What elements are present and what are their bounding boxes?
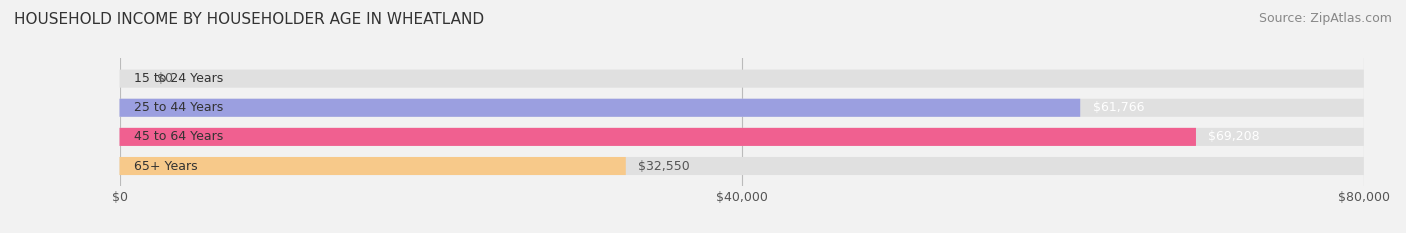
- Text: $61,766: $61,766: [1092, 101, 1144, 114]
- FancyBboxPatch shape: [120, 128, 1364, 146]
- Text: Source: ZipAtlas.com: Source: ZipAtlas.com: [1258, 12, 1392, 25]
- Text: 45 to 64 Years: 45 to 64 Years: [135, 130, 224, 143]
- Text: HOUSEHOLD INCOME BY HOUSEHOLDER AGE IN WHEATLAND: HOUSEHOLD INCOME BY HOUSEHOLDER AGE IN W…: [14, 12, 484, 27]
- Text: $32,550: $32,550: [638, 160, 690, 172]
- FancyBboxPatch shape: [120, 157, 1364, 175]
- Text: 65+ Years: 65+ Years: [135, 160, 198, 172]
- Text: $0: $0: [157, 72, 173, 85]
- FancyBboxPatch shape: [120, 99, 1364, 117]
- FancyBboxPatch shape: [120, 99, 1080, 117]
- Text: 15 to 24 Years: 15 to 24 Years: [135, 72, 224, 85]
- FancyBboxPatch shape: [120, 128, 1197, 146]
- FancyBboxPatch shape: [120, 70, 1364, 88]
- Text: 25 to 44 Years: 25 to 44 Years: [135, 101, 224, 114]
- FancyBboxPatch shape: [120, 157, 626, 175]
- Text: $69,208: $69,208: [1208, 130, 1260, 143]
